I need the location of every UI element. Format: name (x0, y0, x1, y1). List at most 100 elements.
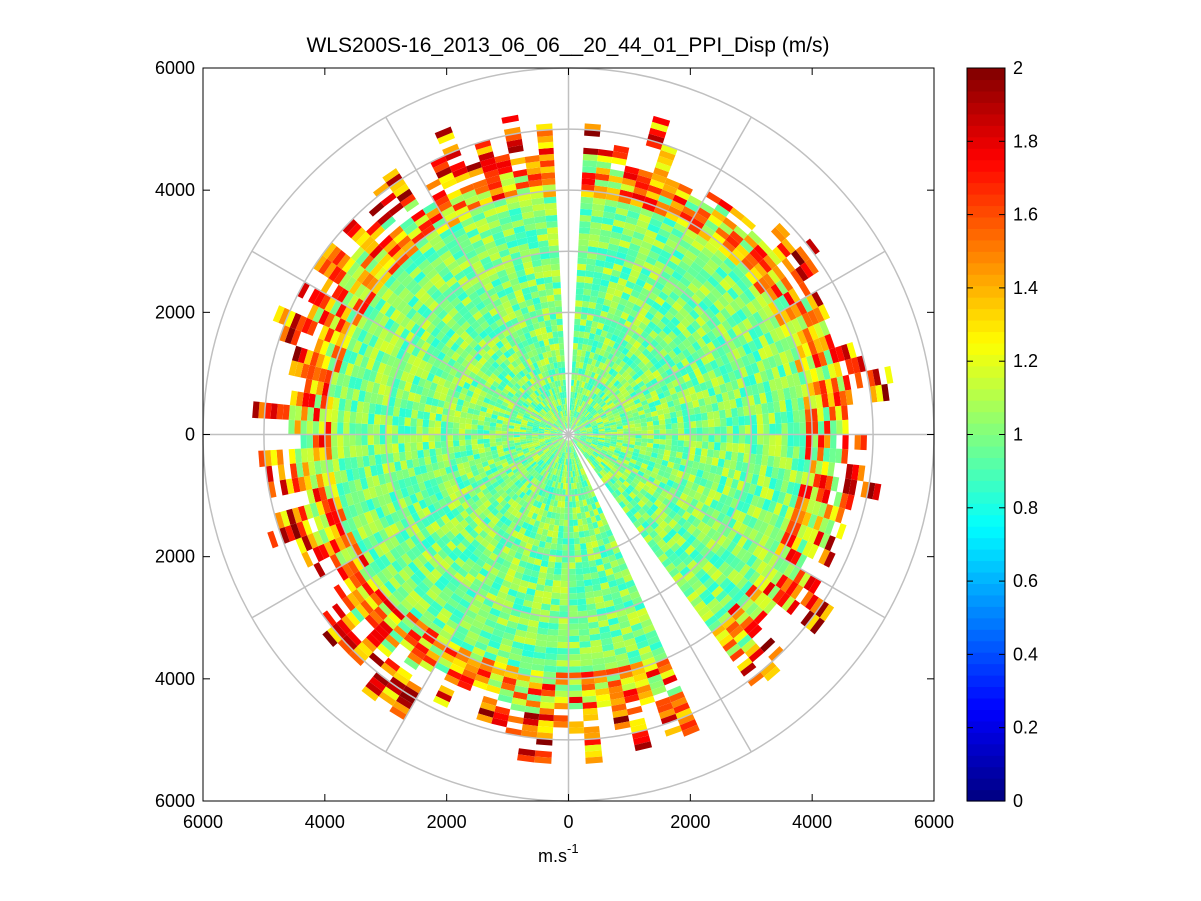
scan-cell (558, 336, 564, 344)
scan-cell (465, 439, 472, 446)
scan-cell (546, 221, 558, 228)
scan-cell (650, 520, 659, 530)
scan-cell (348, 574, 362, 589)
scan-cell (468, 567, 479, 578)
scan-cell (497, 165, 513, 175)
scan-cell (546, 567, 555, 575)
scan-cell (814, 600, 830, 618)
scan-cell (653, 281, 665, 292)
scan-cell (523, 412, 531, 418)
scan-cell (398, 416, 405, 426)
scan-cell (585, 383, 591, 390)
scan-cell (807, 528, 819, 544)
scan-cell (626, 358, 634, 367)
scan-cell (800, 297, 813, 313)
scan-cell (545, 404, 551, 411)
scan-cell (578, 406, 583, 413)
scan-cell (527, 279, 537, 287)
scan-cell (690, 595, 703, 608)
scan-cell (764, 666, 781, 682)
scan-cell (602, 405, 610, 412)
scan-cell (396, 585, 410, 599)
scan-cell (574, 306, 582, 314)
scan-cell (368, 454, 376, 467)
scan-cell (491, 601, 504, 612)
scan-cell (502, 420, 509, 425)
scan-cell (300, 406, 308, 421)
scan-cell (673, 222, 688, 234)
scan-cell (348, 480, 357, 493)
scan-cell (297, 347, 308, 364)
scan-cell (622, 381, 631, 389)
scan-cell (705, 352, 716, 363)
scan-cell (430, 405, 438, 414)
scan-cell (533, 507, 541, 515)
scan-cell (564, 464, 567, 472)
scan-cell (670, 316, 681, 327)
scan-cell (503, 494, 512, 503)
scan-cell (367, 444, 375, 456)
scan-cell (502, 444, 509, 449)
scan-cell (765, 567, 778, 582)
scan-cell (333, 584, 347, 600)
scan-cell (545, 441, 552, 445)
scan-cell (422, 419, 430, 428)
scan-cell (580, 437, 587, 440)
scan-cell (324, 297, 337, 313)
scan-cell (747, 230, 763, 245)
scan-cell (553, 414, 558, 421)
scan-cell (393, 283, 406, 297)
scan-cell (373, 324, 384, 338)
scan-cell (362, 537, 374, 551)
scan-cell (622, 443, 629, 448)
scan-cell (691, 239, 705, 252)
scan-cell (441, 474, 450, 483)
scan-cell (580, 415, 585, 421)
scan-cell (724, 303, 737, 317)
scan-cell (425, 588, 439, 601)
scan-cell (413, 466, 422, 476)
scan-cell (726, 425, 733, 435)
scan-cell (400, 303, 413, 317)
scan-cell (690, 434, 697, 442)
scan-cell (362, 455, 370, 467)
scan-cell (453, 270, 466, 282)
scan-cell (790, 303, 802, 319)
scan-cell (339, 386, 349, 400)
scan-cell (811, 421, 819, 435)
scan-cell (306, 533, 319, 549)
scan-cell (307, 287, 321, 305)
scan-cell (555, 306, 563, 314)
scan-cell (518, 334, 527, 342)
scan-cell (540, 420, 547, 425)
scan-cell (380, 504, 391, 517)
scan-cell (650, 543, 661, 554)
scan-cell (670, 468, 679, 477)
scan-cell (507, 201, 521, 211)
scan-cell (708, 553, 720, 566)
scan-cell (661, 301, 673, 312)
scan-cell (553, 524, 559, 532)
scan-cell (535, 457, 542, 464)
scan-cell (717, 401, 725, 411)
scan-cell (466, 412, 474, 420)
scan-cell (745, 602, 759, 616)
scan-cell (503, 397, 511, 404)
scan-cell (872, 368, 882, 386)
scan-cell (549, 549, 557, 556)
scan-cell (755, 454, 763, 466)
scan-cell (509, 582, 520, 592)
scan-cell (631, 332, 641, 341)
scan-cell (402, 565, 415, 578)
scan-cell (707, 214, 723, 227)
scan-cell (348, 504, 359, 518)
scan-cell (687, 474, 696, 483)
scan-cell (561, 470, 565, 478)
scan-cell (665, 434, 673, 440)
scan-cell (492, 231, 505, 241)
scan-cell (691, 330, 702, 342)
scan-cell (748, 284, 761, 299)
scan-cell (818, 548, 831, 565)
scan-cell (387, 593, 401, 608)
scan-cell (640, 267, 652, 277)
